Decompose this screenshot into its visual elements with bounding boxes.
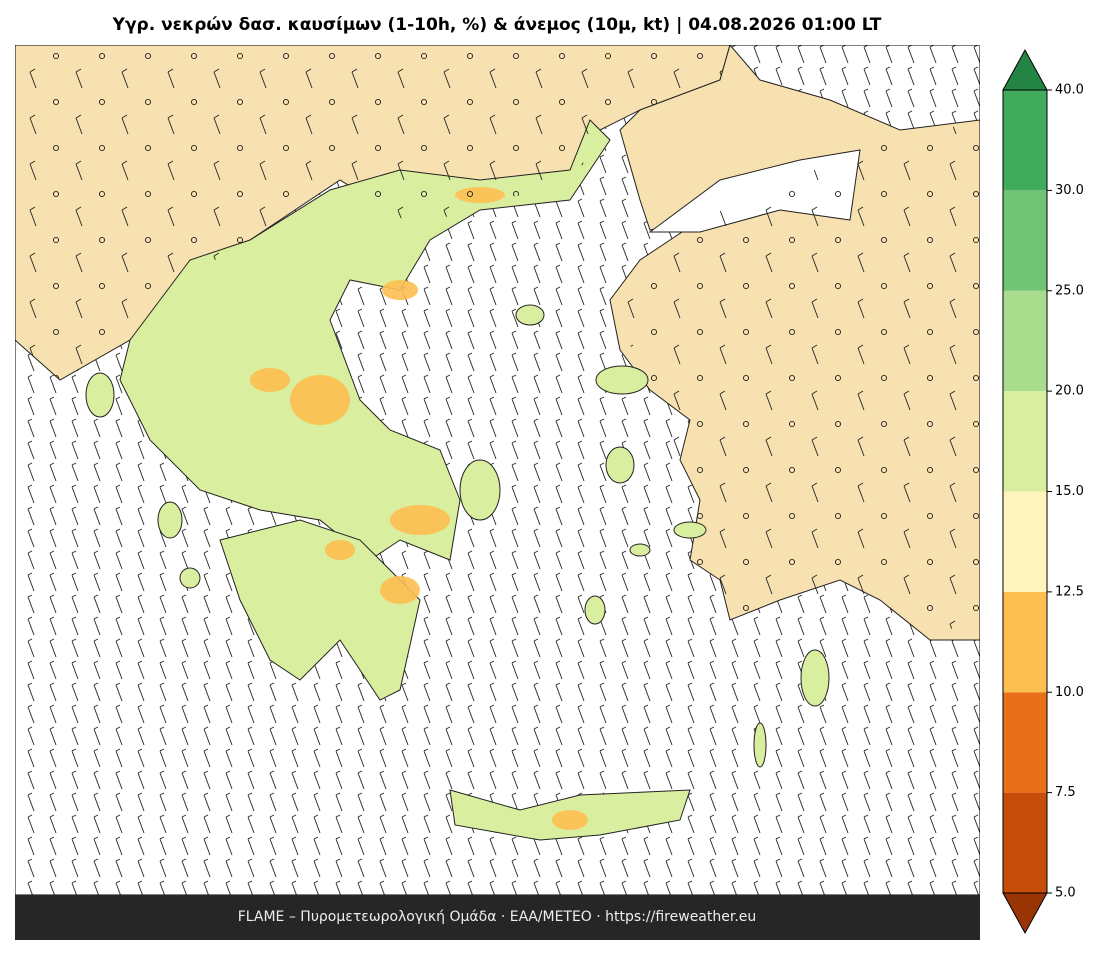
lesvos: [595, 365, 649, 395]
naxos: [584, 595, 606, 625]
chios: [605, 446, 635, 484]
ikaria: [629, 543, 651, 557]
peloponnese: [219, 519, 421, 701]
colorbar-tick-label: 40.0: [1055, 83, 1084, 98]
karpathos: [753, 722, 767, 768]
colorbar-tick-label: 25.0: [1055, 283, 1084, 298]
colorbar-bin: [1003, 591, 1047, 693]
footer-bar: [15, 895, 980, 940]
land-wind-barbs: [15, 45, 980, 640]
kefalonia: [157, 501, 183, 539]
colorbar-bin: [1003, 692, 1047, 793]
evia: [459, 459, 501, 521]
colorbar-over: [1002, 48, 1048, 91]
colorbar-tick-label: 15.0: [1055, 484, 1084, 499]
colorbar-tick-label: 20.0: [1055, 384, 1084, 399]
map: [15, 45, 980, 895]
colorbar-tick-label: 5.0: [1055, 886, 1076, 901]
colorbar-bin: [1003, 90, 1047, 191]
colorbar-tick-label: 10.0: [1055, 685, 1084, 700]
colorbar-under: [1002, 892, 1048, 935]
colorbar-tick-label: 7.5: [1055, 785, 1076, 800]
colorbar-bin: [1003, 190, 1047, 291]
corfu: [85, 372, 115, 418]
title: Υγρ. νεκρών δασ. καυσίμων (1-10h, %) & ά…: [112, 15, 882, 35]
colorbar: 5.0 7.5 10.0 12.5 15.0 20.0 25.0 30.0 40.0: [1002, 48, 1084, 935]
footer: FLAME – Πυρομετεωρολογική Ομάδα · ΕΑΑ/ME…: [238, 909, 757, 925]
colorbar-tick-label: 30.0: [1055, 183, 1084, 198]
colorbar-bin: [1003, 290, 1047, 392]
colorbar-bin: [1003, 792, 1047, 893]
colorbar-bin: [1003, 391, 1047, 492]
colorbar-bin: [1003, 491, 1047, 592]
colorbar-tick-label: 12.5: [1055, 584, 1084, 599]
zakynthos: [179, 567, 201, 589]
rhodes: [800, 649, 830, 707]
lemnos: [515, 304, 545, 326]
